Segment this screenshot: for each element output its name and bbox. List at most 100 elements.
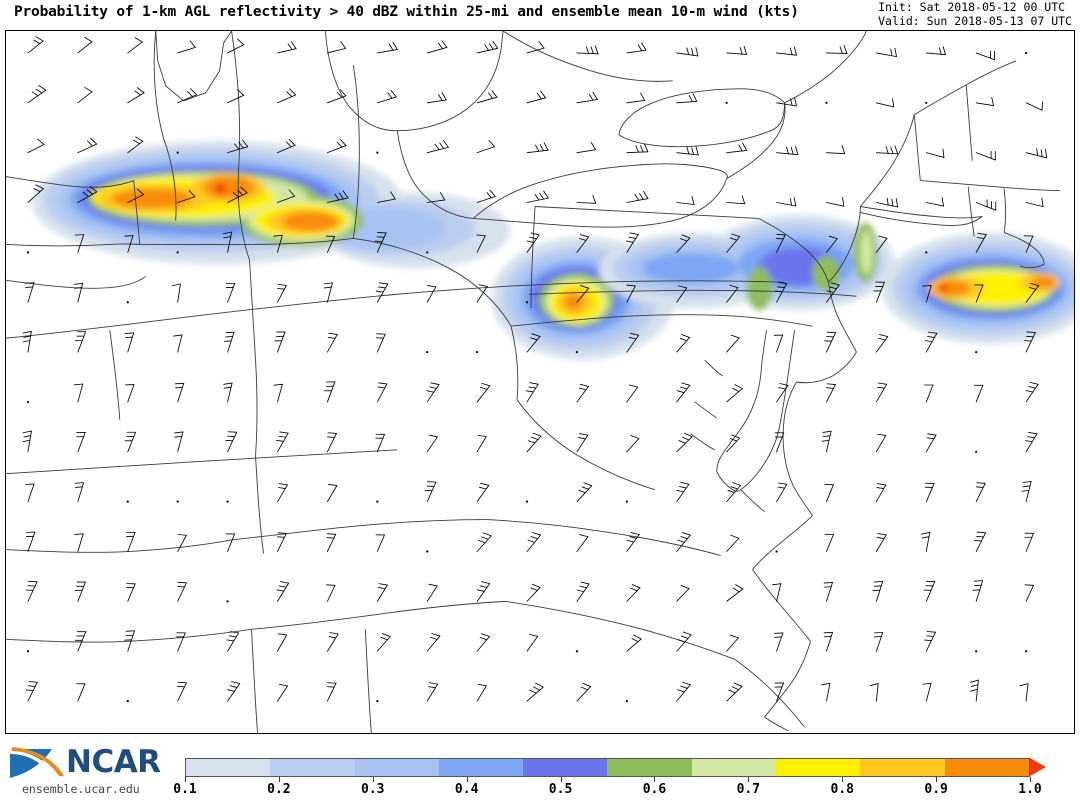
wind-barb-shaft — [127, 41, 143, 54]
wind-barb-flag — [644, 143, 649, 153]
wind-barb-shaft — [626, 386, 639, 403]
lake-michigan-east-shore — [231, 31, 250, 261]
map-canvas[interactable] — [5, 30, 1075, 734]
wind-barb-flag — [686, 47, 690, 56]
wind-barb-flag — [526, 390, 534, 393]
wind-barb-flag — [681, 681, 691, 686]
wind-barb-shaft — [676, 52, 699, 57]
wind-barb-flag — [631, 584, 641, 589]
wind-barb-shaft — [1025, 202, 1044, 208]
wind-barb-shaft — [177, 94, 197, 104]
wind-barb-shaft — [77, 432, 86, 453]
colorbar[interactable]: 0.1 0.2 0.3 0.4 0.5 0.6 0.7 0.8 0.9 1.0 — [173, 758, 1071, 800]
wind-barb-shaft — [177, 382, 185, 403]
wind-barb-flag — [33, 188, 41, 193]
wind-barb-flag — [237, 38, 245, 46]
wind-barb-shaft — [476, 96, 498, 104]
wind-barb-shaft — [227, 382, 233, 403]
ncar-logo[interactable]: NCAR ensemble.ucar.edu — [8, 745, 173, 797]
wind-barb-flag — [1028, 432, 1038, 435]
colorbar-bands[interactable] — [185, 758, 1030, 777]
lake-michigan-north — [155, 31, 232, 102]
wind-barb-flag — [438, 94, 443, 101]
wind-barb-flag — [340, 41, 347, 49]
wind-barb-flag — [278, 483, 288, 486]
wind-barb-flag — [922, 682, 932, 685]
wind-barb-flag — [680, 536, 688, 540]
wind-barb-flag — [677, 639, 686, 643]
wind-barb-flag — [526, 240, 535, 244]
wind-barb-flag — [532, 686, 541, 691]
wind-barb-flag — [876, 483, 887, 486]
wind-barb-flag — [173, 334, 183, 337]
wind-barb-flag — [590, 46, 594, 55]
wind-barb-flag — [977, 232, 987, 235]
wind-barb-flag — [328, 483, 338, 487]
wind-barb-flag — [686, 146, 690, 155]
wind-barb-flag — [878, 337, 886, 341]
wind-barb-flag — [428, 583, 438, 587]
wind-barb-shaft — [1025, 584, 1034, 602]
wind-barb-calm — [176, 151, 179, 154]
wind-barb-flag — [578, 387, 587, 391]
wind-barb-shaft — [726, 588, 744, 602]
wind-barb-flag — [1024, 440, 1033, 443]
wind-barb-flag — [189, 40, 196, 48]
wind-barb-flag — [228, 635, 237, 638]
wind-barb-flag — [579, 383, 589, 387]
colorbar-tick — [466, 777, 468, 782]
wind-barb-shaft — [875, 336, 889, 353]
wind-barb-flag — [530, 536, 539, 540]
wind-barb-shaft — [676, 152, 699, 156]
wind-barb-flag — [329, 632, 339, 635]
wind-barb-shaft — [27, 188, 44, 203]
wind-barb-shaft — [27, 531, 36, 552]
wind-barb-flag — [531, 583, 541, 588]
wind-barb-shaft — [277, 94, 297, 104]
wind-barb-flag — [336, 91, 343, 98]
wind-barb-flag — [476, 589, 485, 592]
wind-barb-flag — [74, 482, 85, 484]
wind-barb-flag — [534, 193, 540, 201]
wind-barb-shaft — [626, 587, 641, 602]
wind-barb-flag — [640, 145, 644, 153]
wind-barb-flag — [579, 433, 589, 436]
wind-barb-shaft — [526, 435, 542, 453]
state-border-md-pa — [511, 314, 737, 327]
outer-banks-south — [764, 641, 811, 718]
colorbar-label-0.8: 0.8 — [830, 782, 854, 797]
map-svg — [6, 31, 1074, 733]
wind-barb-flag — [222, 231, 233, 235]
wind-barb-shaft — [576, 287, 590, 303]
wind-barb-flag — [677, 539, 685, 543]
wind-barb-flag — [629, 536, 637, 539]
wind-barb-flag — [585, 46, 590, 54]
wind-barb-flag — [484, 44, 490, 51]
wind-barb-shaft — [676, 337, 690, 353]
wind-barb-shaft — [426, 47, 448, 54]
wind-barb-flag — [681, 234, 691, 239]
wind-barb-flag — [942, 148, 945, 158]
wind-barb-flag — [890, 48, 893, 57]
wind-barb-flag — [579, 585, 587, 589]
wind-barb-calm — [525, 301, 529, 304]
wind-barb-calm — [426, 251, 429, 254]
wind-barb-shaft — [676, 483, 690, 503]
wind-barb-flag — [826, 387, 834, 389]
wind-barb-flag — [489, 189, 496, 197]
wind-barb-shaft — [975, 152, 996, 161]
wind-barb-flag — [532, 532, 542, 536]
wind-barb-flag — [327, 682, 337, 684]
wind-barb-shaft — [526, 149, 549, 154]
wind-barb-shaft — [27, 681, 38, 702]
wind-barb-flag — [578, 238, 587, 241]
wind-barb-shaft — [426, 436, 438, 453]
wind-barb-flag — [734, 384, 743, 390]
wind-barb-shaft — [326, 682, 337, 702]
header-bar: Probability of 1-km AGL reflectivity > 4… — [0, 0, 1080, 30]
wind-barb-flag — [27, 685, 36, 687]
colorbar-tick — [560, 777, 562, 782]
wind-barb-flag — [688, 94, 693, 103]
wind-barb-flag — [729, 438, 738, 442]
wind-barb-shaft — [975, 482, 986, 503]
